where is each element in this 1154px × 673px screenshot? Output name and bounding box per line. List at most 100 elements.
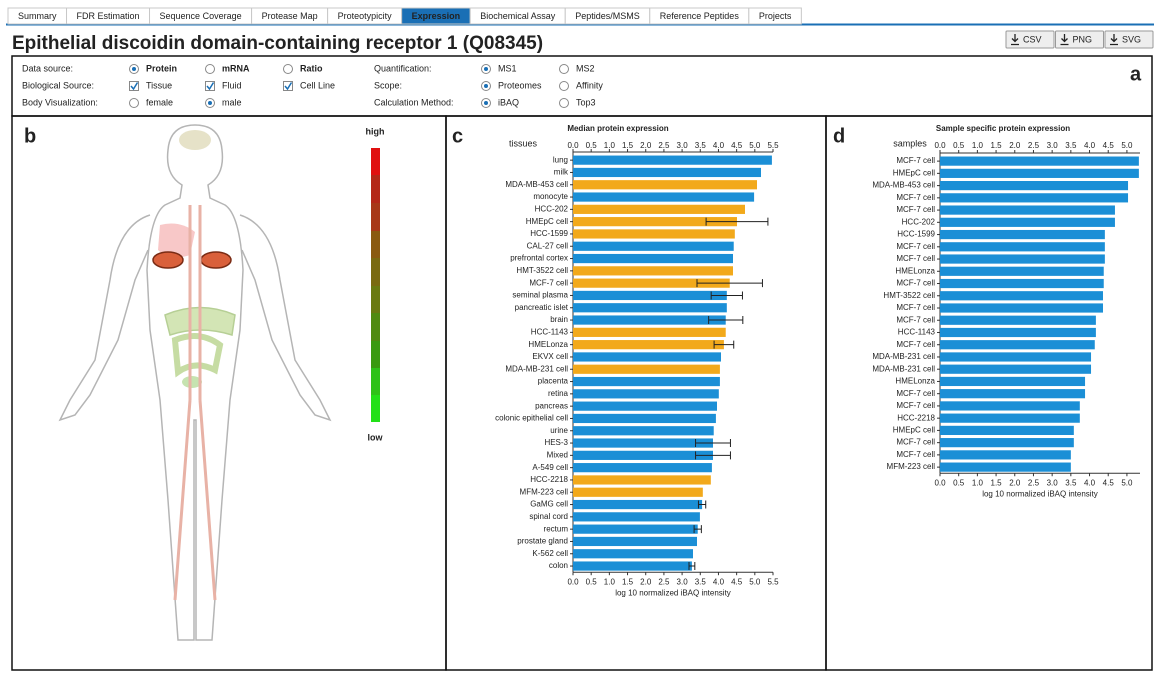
bar [940,463,1071,472]
tab-label[interactable]: Expression [412,11,461,21]
tab-label[interactable]: FDR Estimation [77,11,140,21]
option[interactable]: Cell Line [284,80,336,90]
tab[interactable]: Sequence Coverage [150,8,252,24]
tab[interactable]: Peptides/MSMS [565,8,650,24]
y-tick-label: HCC-1599 [897,230,935,239]
x-tick-label: 0.0 [567,577,579,586]
button-label[interactable]: CSV [1023,34,1042,44]
y-tick-label: HMEpC cell [893,426,935,435]
option[interactable]: Fluid [206,80,242,90]
bar [940,389,1085,398]
tab-label[interactable]: Reference Peptides [660,11,740,21]
panel-label: c [452,125,463,147]
y-tick-label: MFM-223 cell [887,462,936,471]
tab[interactable]: FDR Estimation [67,8,150,24]
option[interactable]: female [130,97,174,107]
y-tick-label: urine [550,426,568,435]
option[interactable]: Protein [130,63,178,73]
radio-dot [484,84,488,88]
tab[interactable]: Protease Map [252,8,328,24]
option-label[interactable]: MS2 [576,63,595,73]
tab[interactable]: Reference Peptides [650,8,749,24]
y-tick-label: MFM-223 cell [520,487,569,496]
option[interactable]: iBAQ [482,97,520,107]
bar [573,303,727,312]
bar [940,193,1128,202]
x-tick-label: 3.0 [1047,141,1059,150]
bar [940,352,1091,361]
option-label[interactable]: Cell Line [300,80,335,90]
download-button[interactable]: PNG [1056,31,1104,48]
radio[interactable] [284,65,293,74]
option-label[interactable]: Tissue [146,80,172,90]
bar [573,537,697,546]
option-label[interactable]: MS1 [498,63,517,73]
x-tick-label: 0.5 [586,577,598,586]
option-label[interactable]: mRNA [222,63,250,73]
radio[interactable] [560,65,569,74]
tab[interactable]: Summary [8,8,67,24]
bar [573,168,761,177]
tab[interactable]: Biochemical Assay [470,8,565,24]
y-tick-label: MCF-7 cell [896,340,935,349]
bar [940,218,1115,227]
y-tick-label: MCF-7 cell [896,156,935,165]
y-tick-label: pancreatic islet [515,303,569,312]
option-label[interactable]: iBAQ [498,97,519,107]
option-label[interactable]: Fluid [222,80,242,90]
option-label[interactable]: Proteomes [498,80,542,90]
option-label[interactable]: Affinity [576,80,603,90]
button-label[interactable]: PNG [1073,34,1093,44]
tab-label[interactable]: Sequence Coverage [160,11,242,21]
control-label: Biological Source: [22,80,94,90]
y-tick-label: MDA-MB-453 cell [505,180,568,189]
option[interactable]: Top3 [560,97,596,107]
x-tick-label: 1.0 [604,577,616,586]
tab-label[interactable]: Proteotypicity [338,11,393,21]
tab-label[interactable]: Protease Map [262,11,318,21]
option-label[interactable]: male [222,97,242,107]
option[interactable]: Affinity [560,80,604,90]
bar [573,180,757,189]
x-tick-label: 1.5 [622,577,634,586]
bar [940,254,1105,263]
tab-label[interactable]: Projects [759,11,792,21]
radio[interactable] [130,99,139,108]
tab-label[interactable]: Peptides/MSMS [575,11,640,21]
button-label[interactable]: SVG [1122,34,1141,44]
option[interactable]: male [206,97,242,107]
tab-label[interactable]: Summary [18,11,57,21]
option[interactable]: MS1 [482,63,517,73]
option[interactable]: Ratio [284,63,324,73]
tab[interactable]: Projects [749,8,802,24]
tab[interactable]: Proteotypicity [328,8,402,24]
option-label[interactable]: female [146,97,173,107]
download-button[interactable]: SVG [1105,31,1153,48]
option[interactable]: MS2 [560,63,595,73]
y-tick-label: GaMG cell [530,500,568,509]
scale-high-label: high [366,126,385,136]
tab[interactable]: Expression [402,8,471,24]
option-label[interactable]: Top3 [576,97,596,107]
y-tick-label: MCF-7 cell [896,438,935,447]
bar [940,242,1105,251]
x-tick-label: 3.0 [1047,478,1059,487]
download-button[interactable]: CSV [1006,31,1054,48]
y-tick-label: MCF-7 cell [529,278,568,287]
y-tick-label: spinal cord [529,512,568,521]
bar [573,426,714,435]
radio[interactable] [206,65,215,74]
y-tick-label: EKVX cell [532,352,568,361]
tab-label[interactable]: Biochemical Assay [480,11,556,21]
option-label[interactable]: Protein [146,63,177,73]
option-label[interactable]: Ratio [300,63,323,73]
radio[interactable] [560,99,569,108]
radio[interactable] [560,82,569,91]
bar [573,438,713,447]
x-tick-label: 3.0 [677,141,689,150]
option[interactable]: mRNA [206,63,251,73]
option[interactable]: Tissue [130,80,173,90]
x-tick-label: 2.0 [1009,141,1021,150]
y-tick-label: HES-3 [544,438,568,447]
x-tick-label: 5.0 [1121,478,1133,487]
